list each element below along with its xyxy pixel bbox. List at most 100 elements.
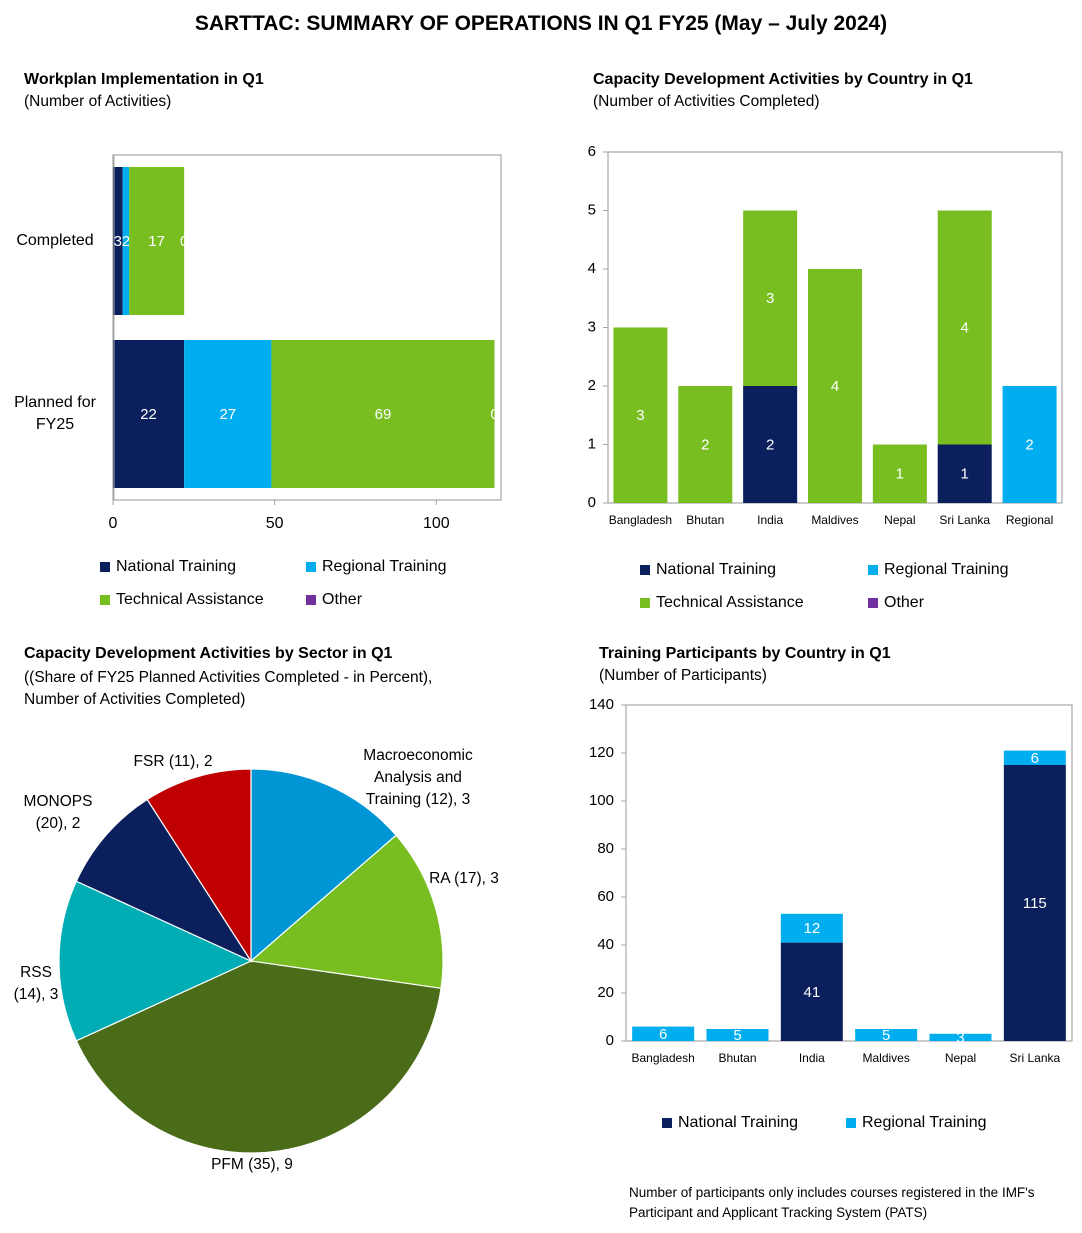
country-bar-segment [743,386,798,503]
country-y-tick-label: 6 [588,143,596,160]
participants-y-tick-label: 120 [589,744,614,761]
workplan-legend-label: National Training [116,558,236,575]
sector-pie-slice [75,960,442,1154]
country-bar-segment [613,327,668,503]
sector-pie-slice [250,768,397,963]
participants-bar-segment [929,1033,992,1041]
participants-bar-segment [780,942,843,1041]
sector-slice-label: Macroeconomic [363,747,473,764]
workplan-data-label: 0 [490,406,498,423]
workplan-legend-label: Regional Training [322,558,447,575]
country-data-label: 2 [701,436,709,453]
participants-y-tick-label: 60 [597,888,614,905]
country-bar-segment [937,210,992,445]
sector-slice-label: MONOPS [24,793,93,810]
sector-pie-slice [58,880,253,1042]
country-chart-title: Capacity Development Activities by Count… [593,71,973,88]
participants-legend-label: National Training [678,1114,798,1131]
country-bar-segment [808,269,862,503]
country-bar-segment [1002,386,1057,503]
workplan-category-label: Completed [16,232,93,249]
participants-data-label: 41 [803,984,820,1001]
country-category-label: Maldives [811,513,858,527]
workplan-data-label: 69 [375,406,392,423]
workplan-bar-segment [122,167,130,315]
participants-category-label: Nepal [945,1051,976,1065]
country-bar-segment [678,386,733,503]
sector-slice-label: Analysis and [374,769,462,786]
country-data-label: 4 [831,378,839,395]
workplan-legend-swatch [306,562,316,572]
sector-pie-slice [75,798,253,963]
participants-category-label: Maldives [862,1051,909,1065]
country-legend-label: Regional Training [884,561,1009,578]
workplan-data-label: 3 [114,233,122,250]
sector-slice-label: PFM (35), 9 [211,1156,293,1173]
workplan-bar-segment [184,340,272,488]
workplan-data-label: 2 [122,233,130,250]
participants-bar-segment [1003,750,1066,765]
country-legend-swatch [640,598,650,608]
footnote: Number of participants only includes cou… [629,1185,1035,1220]
country-y-tick-label: 0 [588,494,596,511]
workplan-chart-subtitle: (Number of Activities) [24,93,172,110]
country-data-label: 1 [961,466,969,483]
country-y-tick-label: 4 [588,260,596,277]
participants-legend-label: Regional Training [862,1114,987,1131]
participants-y-tick-label: 40 [597,936,614,953]
country-bar-segment [743,210,798,386]
country-category-label: Regional [1006,513,1053,527]
country-y-tick-label: 2 [588,377,596,394]
participants-category-label: India [799,1051,825,1065]
workplan-chart-title: Workplan Implementation in Q1 [24,71,264,88]
workplan-data-label: 0 [180,233,188,250]
workplan-bar-segment [271,340,495,488]
country-bar-segment [872,444,927,503]
workplan-legend-swatch [306,595,316,605]
country-category-label: Sri Lanka [939,513,990,527]
workplan-bar-segment [129,167,185,315]
sector-chart-subtitle: ((Share of FY25 Planned Activities Compl… [24,669,433,708]
participants-y-tick-label: 140 [589,696,614,713]
participants-chart-title: Training Participants by Country in Q1 [599,645,891,662]
workplan-legend-label: Other [322,591,363,608]
workplan-legend-label: Technical Assistance [116,591,264,608]
participants-data-label: 115 [1023,895,1047,912]
participants-data-label: 6 [1031,750,1039,767]
country-legend-label: National Training [656,561,776,578]
country-y-tick-label: 3 [588,318,596,335]
workplan-data-label: 27 [219,406,236,423]
country-y-tick-label: 5 [588,201,596,218]
country-data-label: 3 [636,407,644,424]
participants-chart-subtitle: (Number of Participants) [599,667,767,684]
participants-y-tick-label: 80 [597,840,614,857]
workplan-plot-frame [112,154,502,501]
participants-data-label: 5 [882,1027,890,1044]
participants-y-tick-label: 20 [597,984,614,1001]
country-category-label: Bangladesh [609,513,672,527]
country-data-label: 2 [766,436,774,453]
workplan-bar-segment [113,167,123,315]
country-category-label: Bhutan [686,513,724,527]
workplan-category-label: FY25 [36,416,74,433]
participants-bar-segment [780,913,843,943]
country-legend-swatch [868,598,878,608]
sector-slice-label: RA (17), 3 [429,870,499,887]
participants-bar-segment [855,1029,918,1041]
workplan-data-label: 17 [148,233,165,250]
sector-pie-slice [249,834,444,990]
participants-bar-segment [706,1029,769,1041]
page-title: SARTTAC: SUMMARY OF OPERATIONS IN Q1 FY2… [194,12,888,35]
sector-slice-label: (20), 2 [36,815,81,832]
country-legend-label: Other [884,594,925,611]
country-legend-swatch [868,565,878,575]
sector-chart-title: Capacity Development Activities by Secto… [24,645,393,662]
workplan-category-label: Planned for [14,394,97,411]
country-data-label: 1 [896,466,904,483]
participants-category-label: Sri Lanka [1009,1051,1060,1065]
workplan-legend-swatch [100,595,110,605]
country-chart-subtitle: (Number of Activities Completed) [593,93,820,110]
workplan-data-label: 22 [140,406,157,423]
participants-legend-swatch [662,1118,672,1128]
